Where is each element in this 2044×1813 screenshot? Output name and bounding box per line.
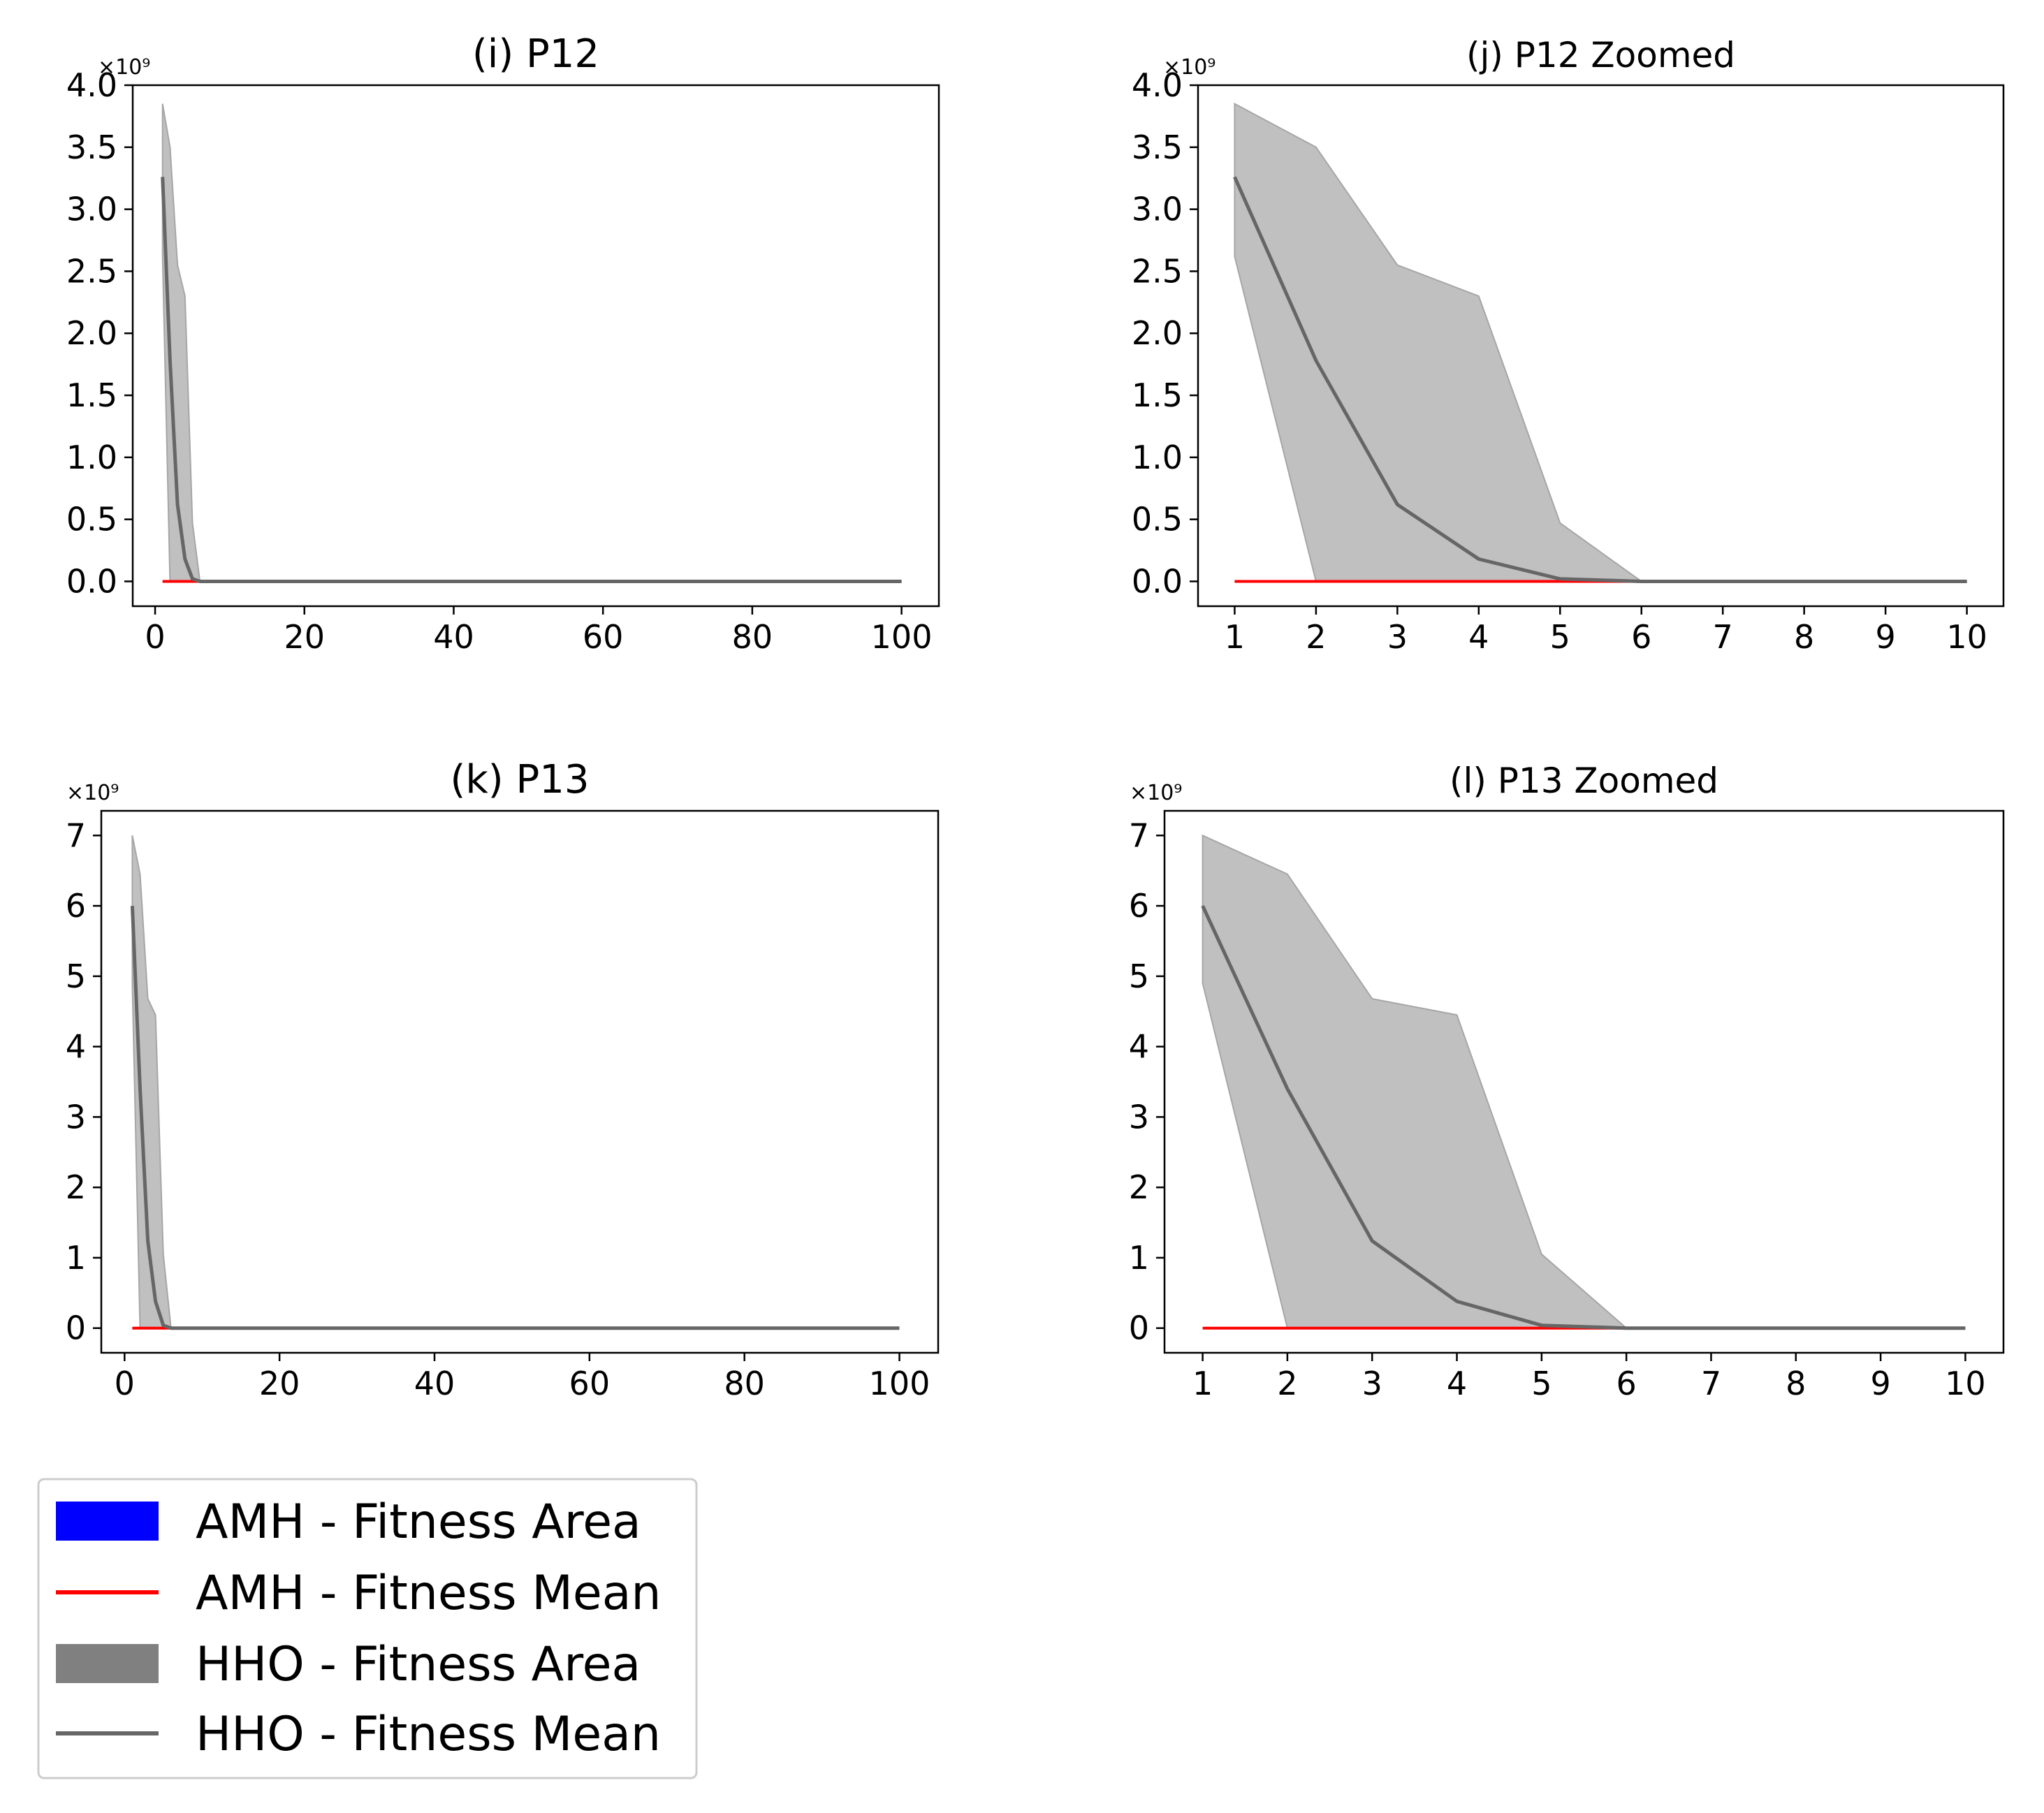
x-tick-label-5: 5 <box>1531 1365 1552 1402</box>
y-exponent-label: ×10⁹ <box>1130 781 1182 805</box>
x-tick-label-6: 6 <box>1616 1365 1637 1402</box>
x-tick-label-1: 1 <box>1192 1365 1213 1402</box>
y-tick-label-3: 3.0 <box>1132 191 1183 228</box>
y-tick-label-1-5: 1.5 <box>66 376 117 414</box>
hho-fitness-mean-line <box>130 905 900 1330</box>
y-tick-label-2: 2 <box>1129 1168 1149 1206</box>
x-tick-label-3: 3 <box>1387 618 1408 656</box>
y-tick-label-1: 1.0 <box>1132 439 1183 476</box>
x-tick-label-80: 80 <box>724 1365 765 1402</box>
y-tick-label-0-5: 0.5 <box>66 501 117 538</box>
plot-frame <box>1163 809 2005 1354</box>
y-tick-label-0: 0 <box>66 1309 86 1347</box>
legend-swatch-hho-area <box>56 1644 159 1683</box>
legend-label-amh-mean: AMH - Fitness Mean <box>196 1566 662 1621</box>
x-tick-label-9: 9 <box>1870 1365 1890 1402</box>
y-tick-label-5: 5 <box>1129 957 1149 995</box>
y-exponent-label: ×10⁹ <box>1163 55 1216 80</box>
y-tick-label-4: 4.0 <box>1132 66 1183 104</box>
x-tick-label-60: 60 <box>569 1365 611 1402</box>
y-tick-label-3: 3 <box>66 1098 86 1136</box>
y-tick-label-4: 4 <box>66 1028 86 1066</box>
x-tick-label-4: 4 <box>1447 1365 1467 1402</box>
y-tick-label-0: 0 <box>1129 1309 1149 1347</box>
chart-title: (i) P12 <box>472 31 599 77</box>
x-tick-label-100: 100 <box>871 618 933 656</box>
x-tick-label-0: 0 <box>115 1365 135 1402</box>
y-tick-label-3-5: 3.5 <box>1132 129 1183 166</box>
y-exponent-label: ×10⁹ <box>66 781 119 805</box>
chart-title: (k) P13 <box>451 757 590 802</box>
x-tick-label-20: 20 <box>284 618 325 656</box>
legend-label-amh-area: AMH - Fitness Area <box>196 1495 641 1550</box>
x-tick-label-100: 100 <box>869 1365 930 1402</box>
y-tick-label-0: 0.0 <box>1132 562 1183 600</box>
y-tick-label-2: 2.0 <box>1132 314 1183 352</box>
y-exponent-label: ×10⁹ <box>98 55 150 80</box>
hho-fitness-mean-line <box>1201 905 1966 1330</box>
x-tick-label-6: 6 <box>1631 618 1651 656</box>
plot-frame <box>100 809 940 1354</box>
y-tick-label-0-5: 0.5 <box>1132 501 1183 538</box>
x-tick-label-20: 20 <box>259 1365 300 1402</box>
x-tick-label-4: 4 <box>1468 618 1489 656</box>
y-tick-label-3: 3.0 <box>66 191 117 228</box>
subplot-p13: (k) P13 ×10⁹ 0 20 40 60 80 100 0 1 2 3 4 5 6 7 <box>66 757 940 1402</box>
y-tick-label-2-5: 2.5 <box>66 252 117 290</box>
x-tick-label-8: 8 <box>1786 1365 1806 1402</box>
x-tick-label-40: 40 <box>433 618 474 656</box>
x-tick-label-9: 9 <box>1875 618 1895 656</box>
hho-fitness-mean-line <box>1233 176 1967 583</box>
subplot-p13-zoomed: (l) P13 Zoomed ×10⁹ 1 2 3 4 5 6 7 8 9 10 0 1 2 3 4 5 6 7 <box>1129 761 2005 1402</box>
x-tick-label-5: 5 <box>1550 618 1570 656</box>
x-tick-label-8: 8 <box>1794 618 1814 656</box>
x-tick-label-2: 2 <box>1306 618 1326 656</box>
plot-frame <box>131 84 940 608</box>
y-tick-label-1: 1.0 <box>66 439 117 476</box>
chart-title: (j) P12 Zoomed <box>1466 35 1735 75</box>
plot-frame <box>1197 84 2005 608</box>
x-tick-label-10: 10 <box>1946 618 1987 656</box>
y-tick-label-3-5: 3.5 <box>66 129 117 166</box>
x-tick-label-80: 80 <box>732 618 773 656</box>
x-tick-label-10: 10 <box>1945 1365 1986 1402</box>
y-tick-label-7: 7 <box>1129 816 1149 854</box>
y-tick-label-6: 6 <box>66 887 86 925</box>
y-tick-label-2: 2 <box>66 1168 86 1206</box>
y-tick-label-2: 2.0 <box>66 314 117 352</box>
x-tick-label-7: 7 <box>1701 1365 1721 1402</box>
y-tick-label-4: 4.0 <box>66 66 117 104</box>
y-tick-label-4: 4 <box>1129 1028 1149 1066</box>
y-tick-label-7: 7 <box>66 816 86 854</box>
y-tick-label-0: 0.0 <box>66 562 117 600</box>
legend-swatch-amh-area <box>56 1502 159 1541</box>
y-tick-label-1-5: 1.5 <box>1132 376 1183 414</box>
x-tick-label-40: 40 <box>414 1365 455 1402</box>
x-tick-label-1: 1 <box>1225 618 1245 656</box>
y-tick-label-3: 3 <box>1129 1098 1149 1136</box>
y-tick-label-6: 6 <box>1129 887 1149 925</box>
y-tick-label-1: 1 <box>66 1239 86 1277</box>
x-tick-label-7: 7 <box>1713 618 1733 656</box>
x-tick-label-2: 2 <box>1277 1365 1297 1402</box>
x-tick-label-3: 3 <box>1362 1365 1382 1402</box>
hho-fitness-mean-line <box>161 177 902 583</box>
subplot-p12: (i) P12 ×10⁹ 0 20 40 60 80 100 0.0 0.5 1.0 1.5 2.0 2.… <box>66 31 940 656</box>
y-tick-label-2-5: 2.5 <box>1132 252 1183 290</box>
y-tick-label-5: 5 <box>66 957 86 995</box>
y-tick-label-1: 1 <box>1129 1239 1149 1277</box>
chart-title: (l) P13 Zoomed <box>1450 761 1718 801</box>
legend-label-hho-mean: HHO - Fitness Mean <box>196 1707 661 1762</box>
legend-label-hho-area: HHO - Fitness Area <box>196 1637 641 1692</box>
subplot-p12-zoomed: (j) P12 Zoomed ×10⁹ 1 2 3 4 5 6 7 8 9 10 0.0 0.5 1.0 1.… <box>1132 35 2005 656</box>
x-tick-label-60: 60 <box>583 618 624 656</box>
x-tick-label-0: 0 <box>145 618 165 656</box>
legend: AMH - Fitness Area AMH - Fitness Mean HH… <box>37 1478 698 1779</box>
legend-frame <box>37 1478 698 1779</box>
